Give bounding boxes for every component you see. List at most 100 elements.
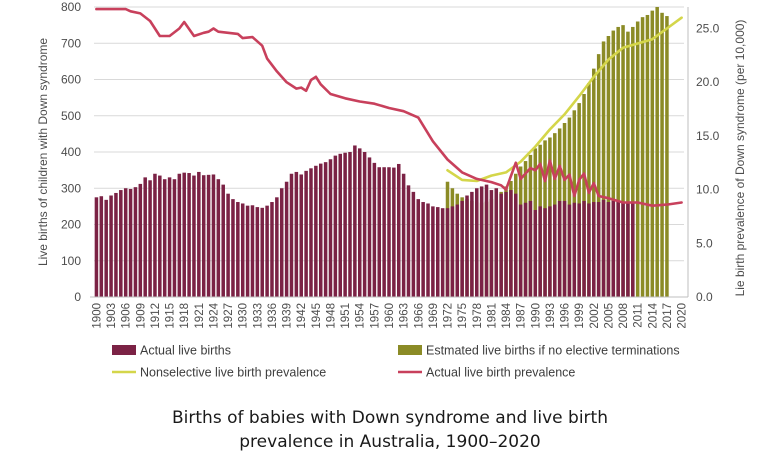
x-tick-label: 1936 <box>267 303 279 329</box>
y-right-tick-label: 25.0 <box>696 21 720 35</box>
bar-actual-1913 <box>158 175 162 297</box>
bar-actual-2002 <box>592 202 596 297</box>
bar-actual-1949 <box>333 155 338 297</box>
bar-actual-1903 <box>109 195 113 297</box>
bar-actual-1932 <box>250 205 255 297</box>
bar-actual-1950 <box>338 153 342 297</box>
bar-actual-1939 <box>284 181 289 297</box>
bar-actual-1982 <box>494 188 499 297</box>
x-tick-label: 2008 <box>618 303 630 329</box>
bar-actual-1955 <box>362 152 367 297</box>
bar-actual-1905 <box>119 190 123 297</box>
legend-actual-births-label: Actual live births <box>140 344 231 358</box>
bar-actual-1957 <box>372 162 377 297</box>
bar-actual-1915 <box>167 177 172 297</box>
bar-actual-1918 <box>182 172 186 297</box>
bar-actual-1935 <box>265 205 269 297</box>
bar-estimated-2014 <box>650 10 655 297</box>
x-tick-label: 1972 <box>443 303 455 329</box>
bar-estimated-2008 <box>621 25 625 297</box>
bar-actual-1977 <box>470 191 474 297</box>
bar-actual-1908 <box>133 187 138 297</box>
bar-actual-1978 <box>475 188 479 297</box>
bar-actual-1906 <box>123 188 128 297</box>
bar-actual-1934 <box>260 207 264 297</box>
x-tick-label: 1987 <box>516 303 528 329</box>
x-tick-label: 1909 <box>135 303 147 329</box>
bar-estimated-1999 <box>577 103 581 297</box>
legend-nonselective-prevalence-label: Nonselective live birth prevalence <box>140 366 326 380</box>
bar-actual-1924 <box>211 174 216 297</box>
bar-estimated-2017 <box>665 16 669 297</box>
bar-actual-1999 <box>577 203 581 297</box>
bar-actual-1992 <box>543 208 547 297</box>
x-tick-label: 1906 <box>121 303 133 329</box>
bar-estimated-2012 <box>640 17 645 298</box>
bar-actual-1929 <box>236 202 240 297</box>
bar-actual-1962 <box>396 163 401 297</box>
bar-actual-1928 <box>231 199 235 297</box>
bar-actual-1991 <box>538 206 542 297</box>
x-tick-label: 1966 <box>413 303 425 329</box>
bar-actual-2001 <box>587 203 591 297</box>
bar-actual-1907 <box>128 188 133 297</box>
bar-actual-1938 <box>279 188 284 297</box>
bar-actual-1940 <box>289 173 294 297</box>
legend-estimated-births-label: Estmated live births if no elective term… <box>426 344 680 358</box>
bar-actual-1902 <box>104 199 108 297</box>
y-left-tick-label: 300 <box>61 181 81 195</box>
bar-actual-1987 <box>518 204 523 297</box>
bar-actual-1956 <box>367 157 372 297</box>
bar-actual-1990 <box>533 210 538 297</box>
bar-actual-1986 <box>514 193 518 297</box>
bar-actual-1988 <box>523 202 528 297</box>
y-right-tick-label: 0.0 <box>696 290 713 304</box>
bar-actual-1933 <box>255 207 260 297</box>
bar-actual-1937 <box>275 197 279 297</box>
bar-actual-1911 <box>148 180 152 297</box>
bar-actual-1954 <box>357 148 362 297</box>
bar-actual-1976 <box>465 195 469 297</box>
bar-actual-1927 <box>226 193 230 297</box>
bar-actual-1969 <box>431 206 435 297</box>
x-tick-label: 1990 <box>530 303 542 329</box>
bar-estimated-2007 <box>616 26 620 297</box>
bar-actual-1993 <box>548 206 552 297</box>
bar-actual-1958 <box>377 167 382 297</box>
bar-actual-1910 <box>143 177 147 297</box>
legend: Actual live births Estmated live births i… <box>112 344 680 380</box>
bar-actual-1970 <box>436 207 440 297</box>
bar-actual-1974 <box>455 204 460 297</box>
bar-actual-2010 <box>631 202 635 297</box>
bar-actual-1997 <box>567 204 572 297</box>
y-left-tick-label: 600 <box>61 73 81 87</box>
bar-actual-1998 <box>572 202 577 297</box>
bar-actual-1912 <box>153 173 157 297</box>
tick-labels: 0 100 200 300 400 500 600 700 800 0.0 5.0 10.0 15.0 2… <box>36 0 747 329</box>
bar-actual-2000 <box>582 200 586 297</box>
x-tick-label: 1912 <box>150 303 162 329</box>
x-tick-label: 1924 <box>209 302 221 328</box>
bar-actual-2006 <box>611 200 616 297</box>
bar-estimated-2009 <box>626 31 630 298</box>
x-tick-label: 1960 <box>384 303 396 329</box>
bar-actual-1964 <box>406 185 411 297</box>
bar-actual-1985 <box>509 190 513 297</box>
bar-actual-1965 <box>411 191 416 297</box>
bar-actual-1923 <box>206 174 211 297</box>
bar-actual-1953 <box>353 145 357 297</box>
bar-actual-1947 <box>323 162 328 297</box>
bar-actual-1971 <box>440 208 445 297</box>
bar-actual-1959 <box>382 167 386 297</box>
bar-actual-1984 <box>504 191 508 297</box>
bar-actual-1920 <box>192 175 196 297</box>
bar-estimated-2016 <box>660 12 664 298</box>
bar-actual-1975 <box>460 200 464 297</box>
bar-actual-1943 <box>304 170 308 297</box>
x-tick-label: 1993 <box>545 303 557 329</box>
bar-actual-1968 <box>426 203 430 297</box>
x-tick-label: 1978 <box>472 303 484 329</box>
prevalence-lines <box>95 7 683 207</box>
y-right-tick-label: 10.0 <box>696 183 720 197</box>
